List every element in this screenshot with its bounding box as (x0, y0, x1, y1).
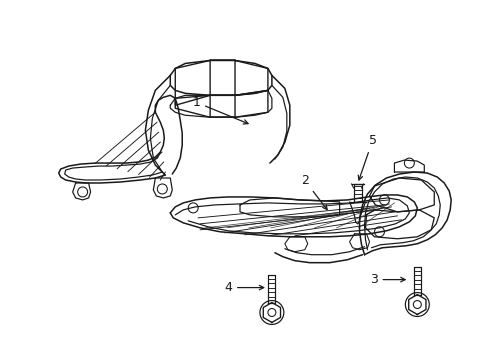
Text: 1: 1 (192, 96, 247, 124)
Text: 3: 3 (369, 273, 405, 286)
Text: 5: 5 (358, 134, 376, 180)
Text: 2: 2 (300, 174, 326, 210)
Text: 4: 4 (224, 281, 263, 294)
